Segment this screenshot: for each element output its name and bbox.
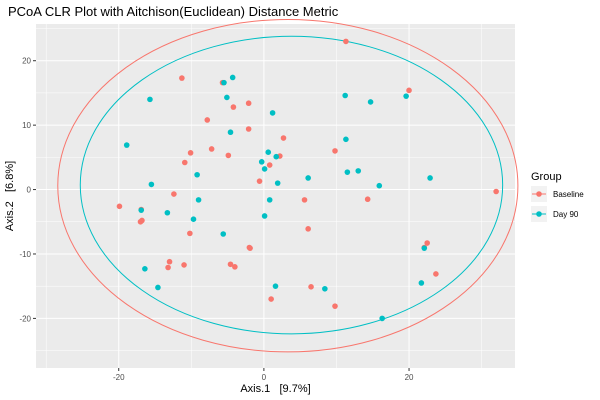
point-baseline bbox=[332, 148, 338, 154]
point-day-90 bbox=[229, 74, 236, 81]
point-baseline bbox=[247, 245, 253, 251]
point-day-90 bbox=[272, 283, 279, 289]
major-gridlines bbox=[36, 24, 515, 368]
y-tick-label: -20 bbox=[19, 314, 31, 323]
point-baseline bbox=[181, 159, 188, 166]
point-baseline bbox=[305, 226, 311, 232]
point-day-90 bbox=[273, 153, 280, 160]
y-axis-title: Axis.2 [6.8%] bbox=[4, 161, 16, 231]
point-day-90 bbox=[261, 166, 268, 172]
point-day-90 bbox=[258, 159, 265, 165]
point-day-90 bbox=[194, 171, 200, 178]
point-baseline bbox=[343, 38, 349, 45]
point-day-90 bbox=[344, 169, 351, 175]
x-axis-ticks: -20 0 20 bbox=[113, 368, 414, 382]
point-day-90 bbox=[220, 231, 227, 237]
point-day-90 bbox=[221, 79, 227, 86]
point-baseline bbox=[187, 150, 194, 156]
point-day-90 bbox=[418, 280, 425, 286]
point-baseline bbox=[424, 240, 430, 246]
ellipse-day-90 bbox=[79, 35, 504, 335]
point-baseline bbox=[493, 188, 499, 195]
point-baseline bbox=[181, 262, 187, 268]
point-day-90 bbox=[342, 92, 348, 99]
legend-title: Group bbox=[531, 171, 562, 183]
point-baseline bbox=[332, 303, 338, 309]
point-day-90 bbox=[147, 96, 153, 103]
point-baseline bbox=[406, 87, 412, 94]
point-day-90 bbox=[123, 142, 130, 148]
point-day-90 bbox=[269, 110, 276, 116]
point-baseline bbox=[433, 271, 439, 277]
point-baseline bbox=[301, 197, 308, 203]
point-day-90 bbox=[164, 209, 171, 216]
point-baseline bbox=[266, 162, 273, 168]
legend-label-day-90: Day 90 bbox=[553, 210, 579, 219]
point-day-90 bbox=[274, 180, 281, 186]
point-baseline bbox=[256, 178, 263, 184]
point-day-90 bbox=[379, 315, 385, 322]
point-baseline bbox=[227, 261, 234, 268]
point-day-90 bbox=[227, 129, 234, 136]
point-day-90 bbox=[403, 93, 409, 99]
y-tick-label: 0 bbox=[27, 186, 32, 195]
point-baseline bbox=[268, 296, 274, 302]
point-day-90 bbox=[224, 94, 230, 101]
legend-label-baseline: Baseline bbox=[553, 190, 584, 199]
y-tick-label: -10 bbox=[19, 250, 31, 259]
confidence-ellipses bbox=[57, 18, 519, 353]
point-baseline bbox=[232, 264, 238, 270]
point-baseline bbox=[225, 152, 232, 159]
point-baseline bbox=[137, 218, 144, 225]
point-day-90 bbox=[138, 207, 145, 213]
point-baseline bbox=[308, 284, 314, 290]
point-baseline bbox=[245, 126, 252, 132]
point-baseline bbox=[204, 117, 211, 123]
point-day-90 bbox=[343, 136, 349, 143]
point-day-90 bbox=[265, 149, 272, 155]
y-tick-label: 10 bbox=[22, 121, 31, 130]
legend-key-point-day-90 bbox=[536, 211, 542, 217]
x-axis-title: Axis.1 [9.7%] bbox=[240, 383, 310, 395]
point-baseline bbox=[179, 75, 185, 81]
point-baseline bbox=[208, 146, 215, 152]
point-baseline bbox=[245, 100, 252, 107]
point-baseline bbox=[171, 191, 177, 197]
point-day-90 bbox=[322, 285, 328, 292]
x-tick-label: -20 bbox=[113, 373, 125, 382]
point-baseline bbox=[187, 230, 193, 237]
y-axis-ticks: -20 -10 0 10 20 bbox=[19, 57, 36, 323]
data-points bbox=[116, 38, 499, 322]
plot-panel bbox=[36, 24, 515, 368]
point-day-90 bbox=[142, 265, 148, 272]
point-day-90 bbox=[195, 197, 202, 203]
point-day-90 bbox=[427, 175, 433, 181]
point-baseline bbox=[116, 203, 123, 210]
point-baseline bbox=[280, 135, 287, 141]
point-day-90 bbox=[155, 284, 161, 291]
y-tick-label: 20 bbox=[22, 57, 31, 66]
point-day-90 bbox=[266, 197, 273, 203]
point-day-90 bbox=[148, 181, 155, 188]
point-day-90 bbox=[190, 216, 197, 222]
ellipse-baseline bbox=[57, 18, 519, 353]
point-day-90 bbox=[355, 168, 362, 174]
x-tick-label: 20 bbox=[405, 373, 414, 382]
legend-key-point-baseline bbox=[536, 191, 542, 197]
point-day-90 bbox=[376, 182, 383, 189]
x-tick-label: 0 bbox=[262, 373, 267, 382]
point-baseline bbox=[364, 196, 371, 203]
legend: Group Baseline Day 90 bbox=[531, 171, 584, 222]
point-day-90 bbox=[261, 213, 268, 219]
point-day-90 bbox=[305, 175, 311, 181]
point-day-90 bbox=[367, 99, 374, 105]
point-baseline bbox=[166, 258, 173, 265]
point-baseline bbox=[165, 264, 171, 271]
chart-title: PCoA CLR Plot with Aitchison(Euclidean) … bbox=[8, 4, 339, 19]
point-baseline bbox=[230, 104, 237, 110]
point-day-90 bbox=[421, 245, 428, 251]
